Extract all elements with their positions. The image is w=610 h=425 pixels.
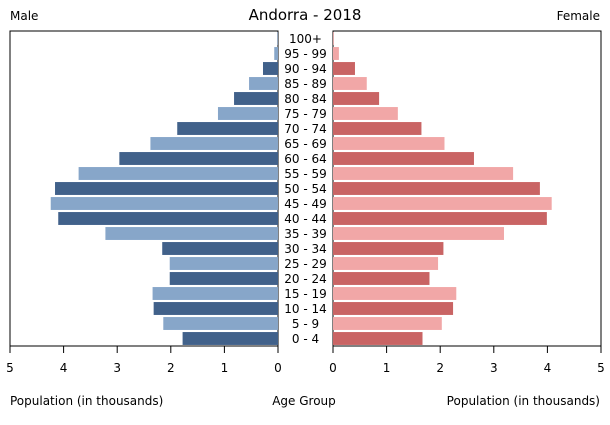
male-tick-label: 2 <box>167 361 175 375</box>
age-group-label: 65 - 69 <box>284 137 327 151</box>
male-x-axis: 5 4 3 2 1 0 <box>6 346 282 375</box>
age-group-label: 80 - 84 <box>284 92 327 106</box>
age-group-label: 40 - 44 <box>284 212 327 226</box>
male-tick-label: 4 <box>60 361 68 375</box>
male-panel <box>9 30 279 347</box>
female-bar <box>333 317 442 330</box>
female-bar <box>333 332 423 345</box>
male-tick-label: 5 <box>6 361 14 375</box>
male-bar <box>162 242 278 255</box>
age-group-label: 90 - 94 <box>284 62 327 76</box>
female-bar <box>333 197 552 210</box>
male-axis-title: Population (in thousands) <box>10 394 163 408</box>
female-tick-label: 1 <box>383 361 391 375</box>
age-group-label: 35 - 39 <box>284 227 327 241</box>
male-bar <box>119 152 279 165</box>
female-side-label: Female <box>557 9 600 23</box>
female-bar <box>333 272 430 285</box>
female-tick-label: 3 <box>490 361 498 375</box>
female-bar <box>333 137 445 150</box>
age-group-axis-title: Age Group <box>272 394 336 408</box>
male-bar <box>177 122 278 135</box>
male-bar <box>234 92 278 105</box>
female-bar <box>333 122 422 135</box>
female-bar <box>333 32 334 45</box>
male-bar <box>249 77 278 90</box>
male-tick-label: 3 <box>113 361 121 375</box>
female-tick-label: 2 <box>436 361 444 375</box>
female-bar <box>333 227 504 240</box>
male-bar <box>169 272 278 285</box>
female-bar <box>333 212 547 225</box>
chart-title: Andorra - 2018 <box>249 6 362 24</box>
age-group-label: 55 - 59 <box>284 167 327 181</box>
female-panel <box>332 30 602 347</box>
female-bar <box>333 167 514 180</box>
age-group-label: 100+ <box>289 32 322 46</box>
male-bar <box>262 62 278 75</box>
age-group-label: 50 - 54 <box>284 182 327 196</box>
age-group-label: 60 - 64 <box>284 152 327 166</box>
female-bar <box>333 287 457 300</box>
age-group-label: 85 - 89 <box>284 77 327 91</box>
female-tick-label: 0 <box>329 361 337 375</box>
age-group-label: 45 - 49 <box>284 197 327 211</box>
age-group-label: 30 - 34 <box>284 242 327 256</box>
male-bar <box>105 227 279 240</box>
female-axis-title: Population (in thousands) <box>447 394 600 408</box>
male-bar <box>50 197 279 210</box>
female-bar <box>333 62 355 75</box>
male-bar <box>55 182 278 195</box>
female-bar <box>333 92 380 105</box>
male-bar <box>182 332 278 345</box>
age-group-label: 25 - 29 <box>284 257 327 271</box>
male-bar <box>277 32 278 45</box>
female-bar <box>333 242 444 255</box>
male-bar <box>217 107 278 120</box>
female-bar <box>333 77 367 90</box>
male-tick-label: 0 <box>274 361 282 375</box>
male-bar <box>58 212 278 225</box>
female-tick-label: 4 <box>544 361 552 375</box>
male-bar <box>163 317 278 330</box>
male-bar <box>153 302 278 315</box>
female-bar <box>333 302 454 315</box>
male-bar <box>274 47 278 60</box>
age-group-label: 0 - 4 <box>292 332 319 346</box>
age-group-label: 20 - 24 <box>284 272 327 286</box>
male-bar <box>169 257 278 270</box>
age-group-label: 70 - 74 <box>284 122 327 136</box>
age-group-label: 95 - 99 <box>284 47 327 61</box>
male-tick-label: 1 <box>221 361 229 375</box>
female-bar <box>333 47 339 60</box>
female-bar <box>333 257 439 270</box>
male-bar <box>152 287 278 300</box>
male-bar <box>78 167 278 180</box>
age-group-label: 75 - 79 <box>284 107 327 121</box>
female-bar <box>333 107 398 120</box>
age-group-label: 10 - 14 <box>284 302 327 316</box>
female-bar <box>333 182 540 195</box>
female-x-axis: 0 1 2 3 4 5 <box>329 346 605 375</box>
age-group-label: 15 - 19 <box>284 287 327 301</box>
male-side-label: Male <box>10 9 38 23</box>
female-tick-label: 5 <box>597 361 605 375</box>
age-group-label: 5 - 9 <box>292 317 319 331</box>
female-bar <box>333 152 474 165</box>
male-bar <box>150 137 278 150</box>
